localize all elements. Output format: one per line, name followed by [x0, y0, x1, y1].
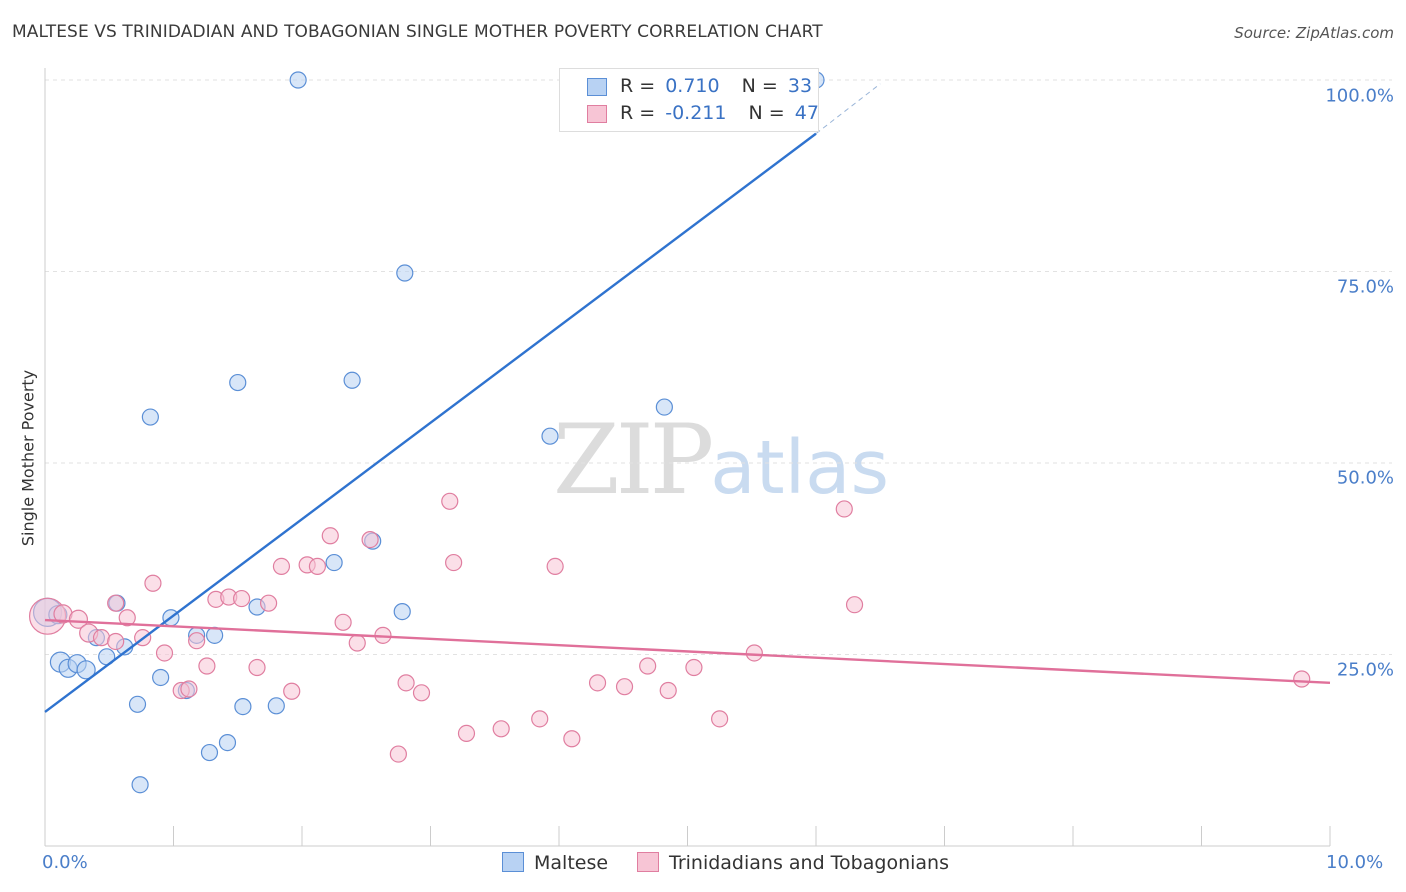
data-point-trinidadian [68, 609, 89, 629]
data-point-trinidadian [397, 674, 415, 692]
watermark-zip: ZIP [553, 404, 714, 516]
y-tick-75: 75.0% [1336, 276, 1394, 298]
data-point-trinidadian [334, 613, 352, 631]
legend-n-label: N = [748, 102, 785, 124]
legend-row-trinidadian: R = -0.211 N = 47 [587, 102, 819, 124]
data-point-maltese [76, 660, 96, 680]
data-point-trinidadian [835, 500, 853, 518]
data-point-trinidadian [361, 530, 379, 549]
data-point-maltese [267, 697, 285, 715]
data-point-trinidadian [441, 492, 459, 510]
data-point-trinidadian [745, 644, 763, 662]
legend-r-value: 0.710 [665, 75, 720, 97]
bottom-legend-label-trinidadian: Trinidadians and Tobagonians [669, 852, 949, 874]
x-tick-min: 0.0% [42, 852, 88, 873]
data-point-trinidadian [389, 745, 407, 763]
data-point-trinidadian [283, 682, 301, 700]
data-point-trinidadian [155, 644, 174, 662]
y-tick-25: 25.0% [1336, 659, 1394, 681]
data-point-maltese [234, 697, 252, 716]
data-point-maltese [655, 398, 673, 416]
data-point-trinidadian [188, 632, 206, 650]
data-point-trinidadian [248, 658, 266, 677]
data-point-trinidadian [1293, 670, 1311, 688]
data-point-maltese [229, 373, 247, 392]
legend-swatch-maltese [587, 78, 607, 96]
y-tick-100: 100.0% [1325, 85, 1394, 107]
data-point-trinidadian [588, 674, 607, 692]
data-point-maltese [131, 776, 149, 794]
data-point-maltese [396, 264, 414, 282]
data-point-trinidadian [308, 557, 327, 576]
data-point-trinidadian [412, 684, 431, 702]
data-point-trinidadian [272, 557, 291, 576]
data-point-trinidadian [321, 527, 339, 545]
y-axis-label: Single Mother Poverty [18, 369, 38, 547]
data-point-trinidadian [144, 574, 162, 592]
trend-line-trinidadian [44, 618, 1331, 685]
legend-row-maltese: R = 0.710 N = 33 [587, 75, 813, 97]
data-point-maltese [343, 371, 361, 389]
legend-n-label: N = [741, 75, 778, 97]
legend-r-label: R = [620, 102, 656, 124]
data-point-trinidadian [711, 710, 729, 728]
legend-n-value: 33 [787, 75, 813, 97]
data-point-trinidadian [118, 609, 136, 627]
legend-n-value: 47 [794, 102, 819, 124]
data-point-maltese [152, 668, 170, 687]
data-point-trinidadian [492, 720, 510, 738]
data-point-trinidadian [639, 657, 657, 675]
bottom-legend-label-maltese: Maltese [534, 852, 609, 874]
legend-r-label: R = [620, 75, 656, 97]
trend-line-maltese [44, 132, 817, 713]
x-tick-max: 10.0% [1326, 852, 1384, 873]
data-point-trinidadian [445, 553, 463, 572]
data-point-trinidadian [233, 589, 251, 608]
data-point-trinidadian [457, 724, 476, 742]
data-point-trinidadian [348, 634, 366, 652]
data-point-trinidadian [92, 629, 111, 647]
bottom-legend-swatch-maltese [502, 852, 524, 872]
watermark: ZIPatlas [553, 404, 889, 516]
source-credit: Source: ZipAtlas.com [1234, 24, 1394, 42]
data-point-trinidadian [563, 730, 581, 748]
watermark-atlas: atlas [710, 425, 890, 511]
bottom-legend-maltese: Maltese [502, 852, 608, 874]
bottom-legend-trinidadian: Trinidadians and Tobagonians [637, 852, 949, 874]
data-point-maltese [200, 743, 219, 762]
data-point-trinidadian [546, 557, 564, 576]
legend-r-value: -0.211 [665, 102, 727, 124]
data-point-trinidadian [531, 710, 549, 728]
data-point-trinidadian [615, 678, 634, 696]
data-point-maltese [141, 408, 159, 426]
data-point-trinidadian [198, 657, 216, 675]
data-point-trinidadian [845, 596, 864, 614]
data-point-maltese [289, 71, 307, 89]
data-point-trinidadian [685, 658, 703, 677]
data-point-trinidadian [107, 632, 125, 651]
y-tick-50: 50.0% [1336, 467, 1394, 489]
stats-legend: R = 0.710 N = 33 R = -0.211 N = 47 [559, 68, 819, 132]
bottom-legend-swatch-trinidadian [637, 852, 659, 872]
legend-swatch-trinidadian [587, 105, 607, 123]
data-point-maltese [393, 603, 411, 621]
trend-line-extension-maltese [815, 83, 881, 135]
chart-title: MALTESE VS TRINIDADIAN AND TOBAGONIAN SI… [12, 22, 823, 42]
data-point-maltese [128, 695, 147, 713]
data-point-trinidadian [180, 680, 198, 698]
data-point-maltese [218, 733, 237, 752]
data-point-maltese [325, 553, 343, 572]
data-point-trinidadian [659, 681, 677, 700]
data-point-trinidadian [259, 594, 278, 612]
data-point-maltese [541, 427, 559, 445]
data-point-trinidadian [107, 594, 125, 612]
